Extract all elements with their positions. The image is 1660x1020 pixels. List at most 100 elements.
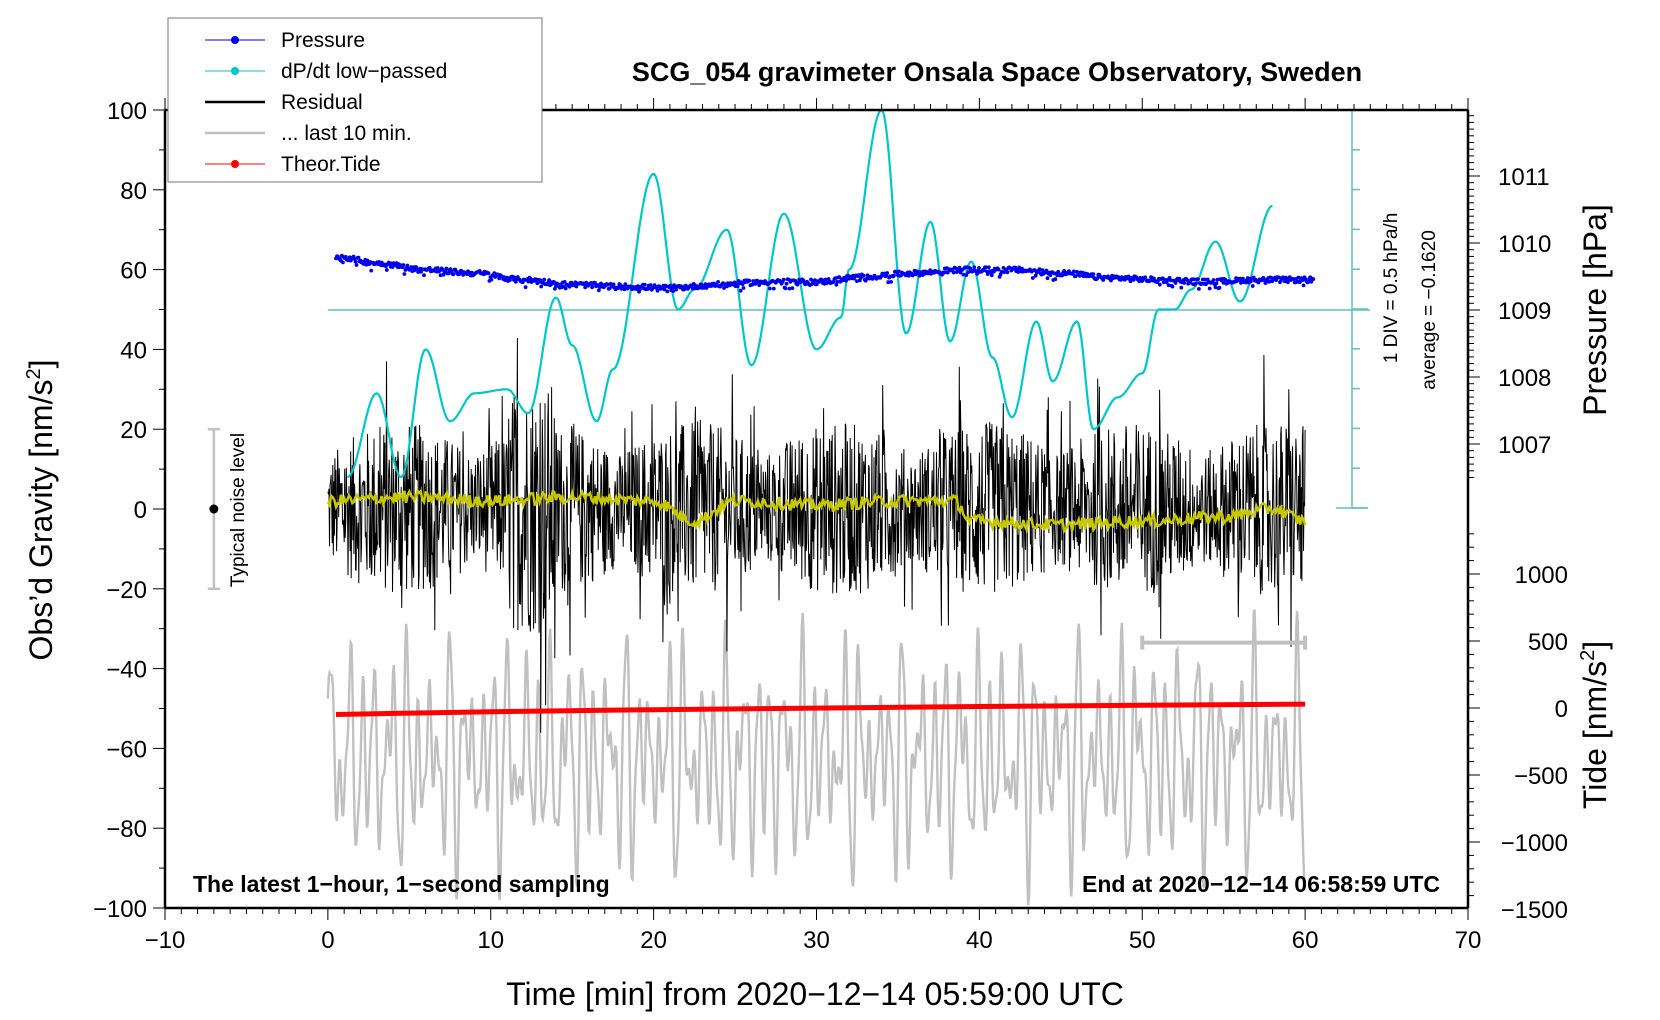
pressure-point xyxy=(975,272,979,276)
x-axis-title: Time [min] from 2020−12−14 05:59:00 UTC xyxy=(506,976,1124,1012)
y-tick-label: 40 xyxy=(120,337,147,364)
pressure-point xyxy=(1168,278,1173,283)
pressure-point xyxy=(1291,277,1296,281)
pressure-point xyxy=(539,284,544,289)
pressure-point xyxy=(1223,277,1228,282)
pressure-point xyxy=(607,286,612,291)
pressure-point xyxy=(1030,276,1035,280)
noise-level-label: Typical noise level xyxy=(228,433,249,587)
y-tick-label: −80 xyxy=(106,816,147,843)
pressure-point xyxy=(985,272,990,276)
y-axis-right-tide-title: Tide [nm/s2] xyxy=(1577,641,1613,809)
pressure-point xyxy=(1296,275,1301,280)
pressure-point xyxy=(984,265,988,270)
pressure-point xyxy=(648,283,653,287)
pressure-point xyxy=(1166,283,1171,288)
pressure-point xyxy=(547,278,551,283)
tide-tick-label: 1000 xyxy=(1515,562,1568,589)
pressure-point xyxy=(1197,287,1201,291)
pressure-point xyxy=(1091,272,1096,276)
pressure-point xyxy=(590,285,594,290)
pressure-point xyxy=(1309,279,1314,284)
pressure-point xyxy=(623,282,628,286)
pressure-point xyxy=(440,267,445,272)
tide-tick-label: −1500 xyxy=(1501,897,1568,924)
pressure-point xyxy=(526,279,531,284)
pressure-point xyxy=(953,266,958,270)
pressure-tick-label: 1007 xyxy=(1498,432,1551,459)
pressure-point xyxy=(1037,267,1042,272)
pressure-point xyxy=(833,276,838,280)
pressure-point xyxy=(1300,278,1305,282)
pressure-point xyxy=(740,282,745,287)
pressure-point xyxy=(1250,284,1255,288)
pressure-point xyxy=(353,259,358,264)
pressure-point xyxy=(966,270,971,275)
pressure-point xyxy=(856,273,861,277)
pressure-point xyxy=(784,281,789,286)
tide-tick-label: −1000 xyxy=(1501,830,1568,857)
pressure-point xyxy=(435,266,440,270)
pressure-point xyxy=(1016,270,1020,274)
legend-label: Pressure xyxy=(281,29,365,52)
pressure-point xyxy=(384,268,389,272)
legend-label: ... last 10 min. xyxy=(281,122,412,145)
pressure-point xyxy=(1306,280,1311,284)
pressure-point xyxy=(636,284,640,288)
y-tick-label: −20 xyxy=(106,577,147,604)
pressure-tick-label: 1009 xyxy=(1498,298,1551,325)
pressure-point xyxy=(768,286,772,291)
pressure-point xyxy=(523,285,528,290)
x-tick-label: 50 xyxy=(1129,927,1156,954)
pressure-point xyxy=(1207,286,1212,291)
tide-tick-label: 500 xyxy=(1528,629,1568,656)
pressure-point xyxy=(1005,270,1010,275)
pressure-point xyxy=(343,255,348,259)
pressure-point xyxy=(1301,283,1306,288)
pressure-point xyxy=(642,282,647,287)
y-tick-label: −60 xyxy=(106,736,147,763)
pressure-point xyxy=(834,282,839,287)
y-tick-label: 60 xyxy=(120,258,147,285)
pressure-point xyxy=(1044,268,1049,273)
pressure-point xyxy=(945,270,950,275)
pressure-point xyxy=(489,277,494,282)
pressure-point xyxy=(593,280,597,285)
pressure-point xyxy=(1073,274,1078,278)
pressure-point xyxy=(671,289,676,293)
last-10-min-series xyxy=(326,609,1307,906)
pressure-point xyxy=(674,287,678,292)
legend-marker xyxy=(231,160,239,168)
pressure-point xyxy=(735,284,740,289)
pressure-point xyxy=(486,271,491,276)
pressure-point xyxy=(542,277,547,282)
pressure-point xyxy=(738,288,743,293)
pressure-point xyxy=(1148,278,1152,283)
legend-item: Theor.Tide xyxy=(205,153,381,176)
pressure-point xyxy=(771,286,776,291)
pressure-point xyxy=(951,270,956,275)
pressure-point xyxy=(684,283,688,288)
pressure-point xyxy=(1101,278,1106,282)
pressure-point xyxy=(1214,281,1219,286)
pressure-point xyxy=(913,272,918,277)
sampling-annotation: The latest 1−hour, 1−second sampling xyxy=(193,871,610,897)
pressure-point xyxy=(886,280,891,285)
pressure-point xyxy=(1045,276,1050,281)
pressure-point xyxy=(1192,277,1196,282)
pressure-point xyxy=(986,265,991,270)
pressure-point xyxy=(1138,275,1143,280)
pressure-point xyxy=(885,271,890,275)
pressure-point xyxy=(1221,280,1226,285)
pressure-point xyxy=(655,288,660,293)
pressure-point xyxy=(697,285,702,290)
pressure-point xyxy=(405,263,410,268)
pressure-point xyxy=(855,279,859,283)
y-tick-label: 20 xyxy=(120,417,147,444)
pressure-tick-label: 1010 xyxy=(1498,231,1551,258)
pressure-point xyxy=(1248,279,1253,284)
x-tick-label: −10 xyxy=(145,927,186,954)
pressure-point xyxy=(1095,276,1100,281)
dpdt-series xyxy=(347,108,1273,479)
